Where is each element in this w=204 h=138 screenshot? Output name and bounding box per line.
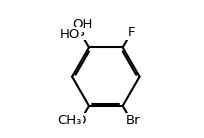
Text: OH: OH (73, 18, 93, 31)
Text: B: B (76, 26, 85, 39)
Text: F: F (127, 26, 135, 39)
Text: O: O (75, 114, 86, 127)
Text: HO: HO (60, 28, 80, 41)
Text: Br: Br (125, 114, 140, 127)
Text: CH₃: CH₃ (58, 114, 82, 127)
